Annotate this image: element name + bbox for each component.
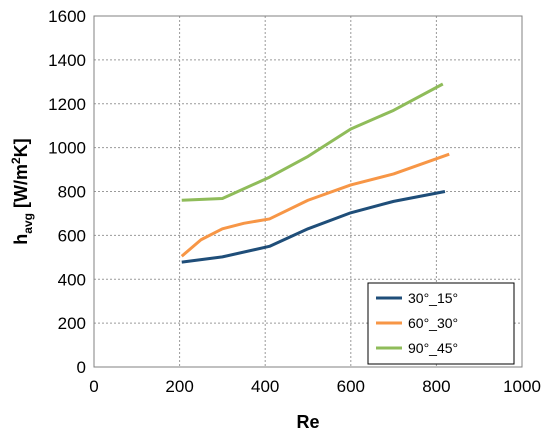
- plot-area-frame: [93, 15, 523, 368]
- legend-label: 60°_30°: [408, 315, 458, 331]
- x-axis-ticks: 0 200 400 600 800 1000: [89, 377, 541, 396]
- y-tick-label: 1000: [48, 139, 86, 158]
- y-tick-label: 1600: [48, 7, 86, 26]
- series-line: [181, 190, 446, 264]
- y-tick-label: 200: [58, 314, 86, 333]
- y-tick-label: 600: [58, 226, 86, 245]
- x-tick-label: 600: [337, 377, 365, 396]
- y-tick-label: 1400: [48, 51, 86, 70]
- y-tick-label: 800: [58, 183, 86, 202]
- x-tick-label: 1000: [503, 377, 541, 396]
- legend-label: 90°_45°: [408, 340, 458, 356]
- x-tick-label: 800: [422, 377, 450, 396]
- y-axis-ticks: 0 200 400 600 800 1000 1200 1400 1600: [48, 7, 86, 377]
- series-line: [181, 82, 444, 202]
- series-lines: [180, 82, 450, 264]
- y-axis-title: havg [W/m2K]: [9, 138, 35, 244]
- y-tick-label: 0: [77, 358, 86, 377]
- x-tick-label: 200: [165, 377, 193, 396]
- legend: 30°_15° 60°_30° 90°_45°: [367, 282, 515, 365]
- y-tick-label: 400: [58, 270, 86, 289]
- x-axis-title: Re: [296, 412, 319, 432]
- x-tick-label: 400: [251, 377, 279, 396]
- legend-label: 30°_15°: [408, 290, 458, 306]
- x-tick-label: 0: [89, 377, 98, 396]
- series-line: [180, 152, 450, 258]
- y-tick-label: 1200: [48, 95, 86, 114]
